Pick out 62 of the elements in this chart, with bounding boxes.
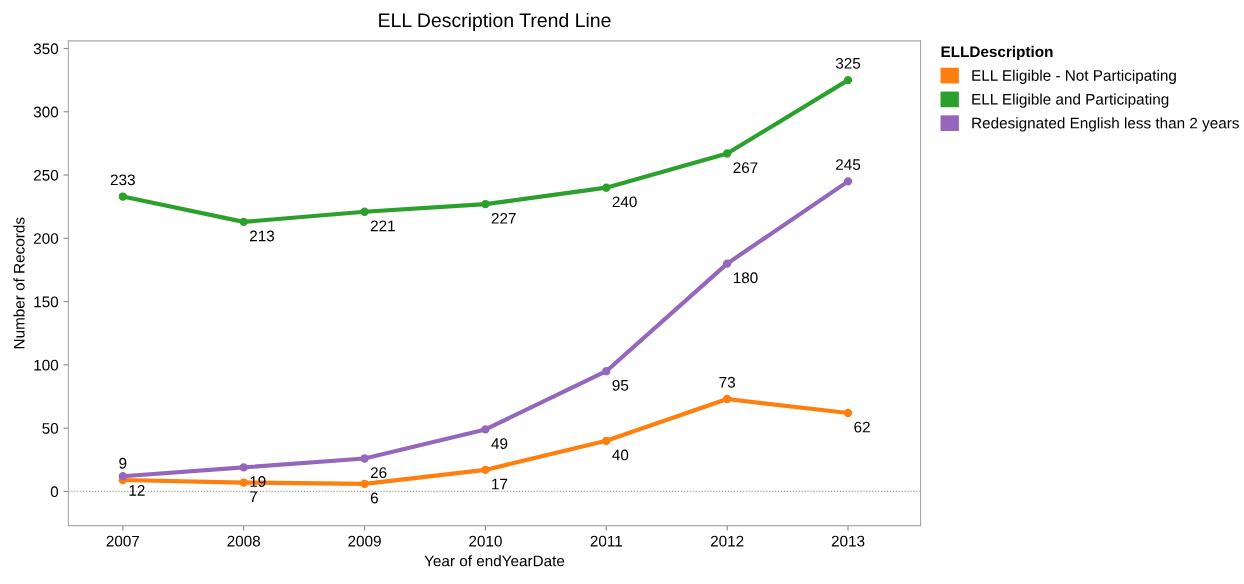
data-label: 267 [733, 162, 758, 174]
data-label: 180 [733, 272, 758, 284]
point [481, 199, 490, 209]
point [722, 259, 732, 268]
x-axis-title: Year of endYearDate [424, 555, 565, 567]
data-label: 9 [119, 457, 127, 469]
point [481, 465, 490, 475]
data-label: 62 [854, 421, 870, 433]
data-label: 17 [492, 478, 508, 490]
x-tick-label: 2009 [348, 535, 381, 547]
point [481, 425, 490, 434]
data-label: 240 [612, 196, 637, 208]
point [360, 479, 369, 489]
y-axis-title: Number of Records [13, 217, 25, 349]
y-tick-label: 0 [50, 486, 59, 498]
point [843, 177, 853, 186]
data-label: 7 [250, 491, 257, 502]
data-label: 221 [370, 220, 395, 232]
point [843, 75, 853, 85]
y-tick-label: 300 [33, 106, 59, 118]
legend-title: ELLDescription [941, 45, 1053, 61]
point [602, 436, 611, 445]
y-tick-label: 250 [33, 169, 59, 181]
chart-title: ELL Description Trend Line [379, 12, 611, 32]
y-tick-label: 200 [33, 233, 59, 244]
point [602, 183, 611, 192]
point [118, 472, 127, 481]
point [118, 192, 127, 201]
point [239, 217, 248, 227]
data-label: 12 [129, 484, 145, 496]
x-tick-label: 2007 [106, 535, 140, 547]
data-label: 245 [836, 159, 861, 171]
point [239, 463, 248, 472]
x-tick-label: 2010 [469, 535, 502, 547]
y-tick-label: 100 [34, 359, 59, 371]
data-label: 40 [612, 449, 629, 461]
legend-label: ELL Eligible - Not Participating [972, 69, 1176, 84]
y-tick-label: 350 [33, 43, 59, 55]
x-tick-label: 2008 [227, 535, 261, 547]
point [360, 207, 369, 216]
point [360, 454, 369, 463]
data-label: 325 [835, 57, 861, 69]
data-label: 95 [612, 379, 629, 391]
x-tick-label: 2013 [831, 535, 865, 547]
y-tick-label: 50 [42, 423, 59, 434]
data-label: 26 [370, 467, 387, 479]
data-label: 49 [491, 438, 508, 449]
data-label: 213 [250, 230, 275, 242]
x-tick-label: 2012 [710, 535, 744, 547]
point [239, 478, 248, 487]
legend-label: ELL Eligible and Participating [972, 93, 1169, 108]
data-label: 233 [110, 174, 135, 186]
legend-label: Redesignated English less than 2 years [972, 117, 1239, 132]
data-label: 6 [370, 492, 378, 504]
data-label: 227 [491, 212, 516, 224]
point [722, 394, 732, 404]
data-label: 73 [719, 376, 735, 388]
point [602, 367, 611, 376]
x-tick-label: 2011 [590, 535, 622, 547]
point [722, 149, 732, 158]
y-tick-label: 150 [34, 296, 59, 308]
point [843, 408, 853, 418]
